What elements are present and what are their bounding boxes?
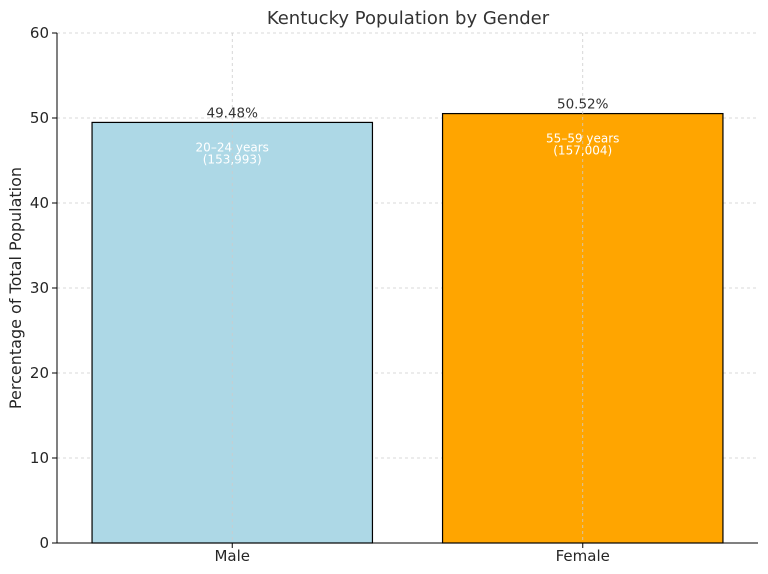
y-tick-label: 30 xyxy=(30,279,49,297)
y-tick-label: 50 xyxy=(30,109,49,127)
x-tick-label-male: Male xyxy=(214,547,250,565)
data-label: 50.52% xyxy=(557,97,609,113)
chart-title: Kentucky Population by Gender xyxy=(267,8,550,29)
bar-layer xyxy=(91,112,724,544)
axis-layer: 0 10 20 30 40 50 60 Male Female xyxy=(30,24,758,565)
bar-annotation: (157,004) xyxy=(553,144,612,158)
data-label: 49.48% xyxy=(207,105,259,121)
y-axis-label: Percentage of Total Population xyxy=(6,167,25,409)
y-tick-label: 10 xyxy=(30,449,49,467)
bar-annotation: (153,993) xyxy=(203,152,262,166)
x-tick-label-female: Female xyxy=(556,547,610,565)
y-tick-label: 0 xyxy=(39,534,49,552)
y-tick-label: 60 xyxy=(30,24,49,42)
bar-annotation: 55–59 years xyxy=(546,132,619,146)
label-layer: 49.48% 20–24 years(153,993) 50.52% 55–59 ye… xyxy=(196,33,619,543)
bar-annotation: 20–24 years xyxy=(196,140,269,154)
y-tick-label: 40 xyxy=(30,194,49,212)
y-tick-label: 20 xyxy=(30,364,49,382)
